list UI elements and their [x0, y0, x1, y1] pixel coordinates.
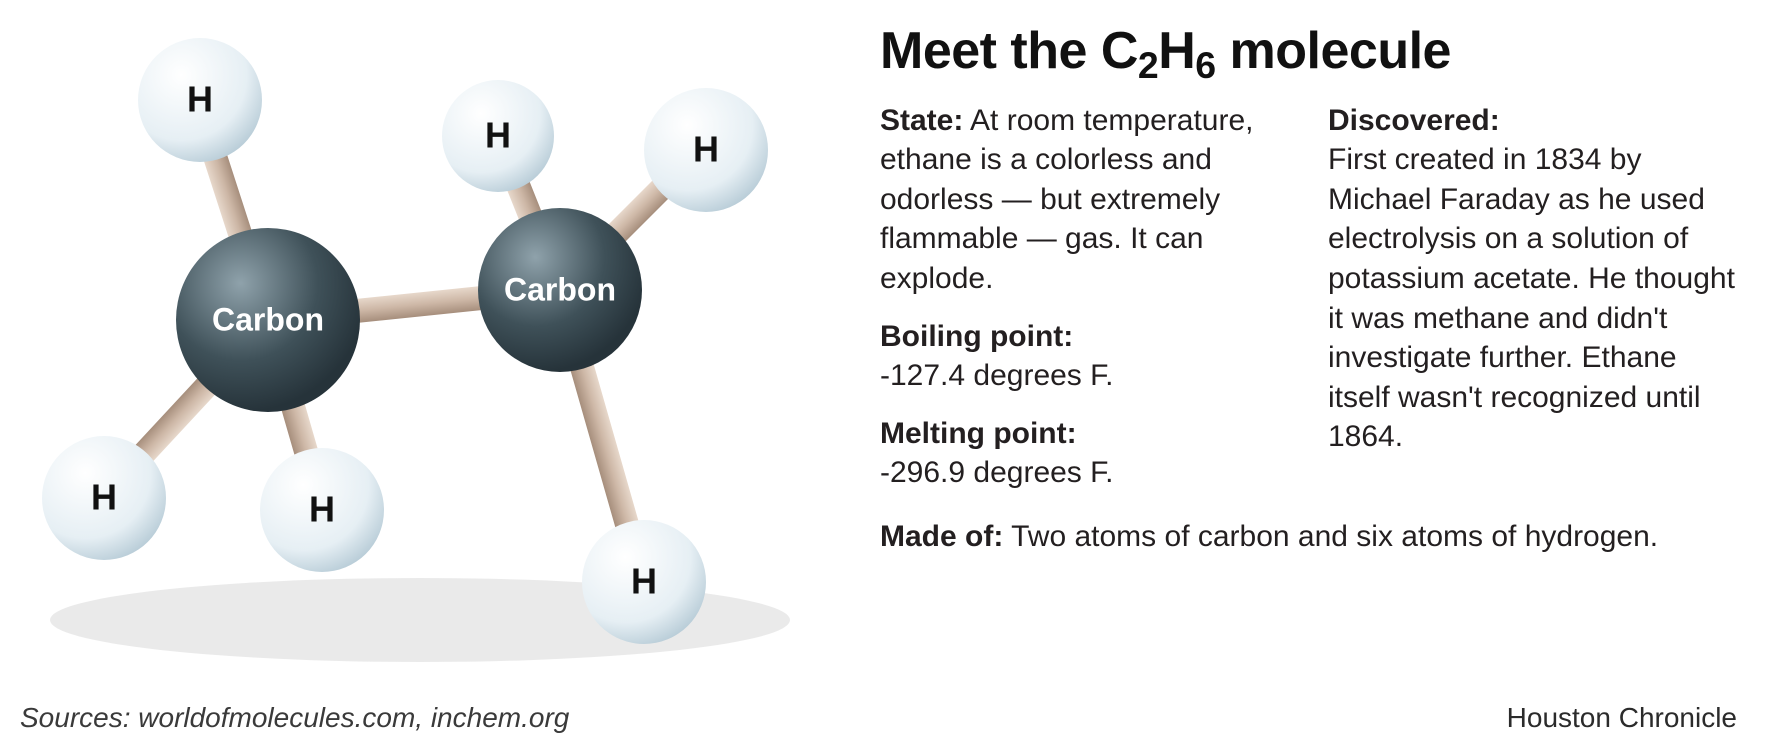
atom-label-h-bot-left: H: [91, 477, 117, 518]
fact-state: State: At room temperature, ethane is a …: [880, 101, 1292, 299]
atom-label-carbon-1: Carbon: [212, 301, 324, 337]
sources-credit: Sources: worldofmolecules.com, inchem.or…: [20, 702, 569, 734]
atom-label-carbon-2: Carbon: [504, 271, 616, 307]
molecule-diagram: Carbon Carbon H H H H H H: [0, 0, 880, 700]
state-label: State:: [880, 104, 963, 137]
infographic-root: CarbonCarbonHHHHHH Meet the C2H6 molecul…: [0, 0, 1769, 752]
boiling-text: -127.4 degrees F.: [880, 356, 1292, 396]
fact-discovered: Discovered: First created in 1834 by Mic…: [1328, 101, 1740, 457]
madeof-label: Made of:: [880, 520, 1003, 553]
atom-label-h-top-left: H: [187, 79, 213, 120]
fact-boiling: Boiling point: -127.4 degrees F.: [880, 317, 1292, 396]
madeof-text: Two atoms of carbon and six atoms of hyd…: [1003, 520, 1658, 553]
headline: Meet the C2H6 molecule: [880, 24, 1740, 79]
discovered-text: First created in 1834 by Michael Faraday…: [1328, 140, 1740, 457]
title-sub2: 6: [1195, 44, 1215, 86]
title-mid: H: [1158, 22, 1195, 80]
atom-label-h-top-mid: H: [485, 115, 511, 156]
melting-label: Melting point:: [880, 414, 1292, 454]
melting-text: -296.9 degrees F.: [880, 453, 1292, 493]
fact-madeof: Made of: Two atoms of carbon and six ato…: [880, 517, 1700, 557]
title-pre: Meet the C: [880, 22, 1138, 80]
atom-label-h-bot-left-2: H: [309, 489, 335, 530]
facts-col-right: Discovered: First created in 1834 by Mic…: [1328, 101, 1740, 511]
fact-melting: Melting point: -296.9 degrees F.: [880, 414, 1292, 493]
discovered-label: Discovered:: [1328, 101, 1740, 141]
atom-label-h-bot-right: H: [631, 561, 657, 602]
title-post: molecule: [1216, 22, 1451, 80]
boiling-label: Boiling point:: [880, 317, 1292, 357]
atom-label-h-top-right: H: [693, 129, 719, 170]
publisher-credit: Houston Chronicle: [1507, 702, 1737, 734]
facts-col-left: State: At room temperature, ethane is a …: [880, 101, 1292, 511]
text-panel: Meet the C2H6 molecule State: At room te…: [880, 24, 1740, 557]
facts-columns: State: At room temperature, ethane is a …: [880, 101, 1740, 511]
title-sub1: 2: [1138, 44, 1158, 86]
